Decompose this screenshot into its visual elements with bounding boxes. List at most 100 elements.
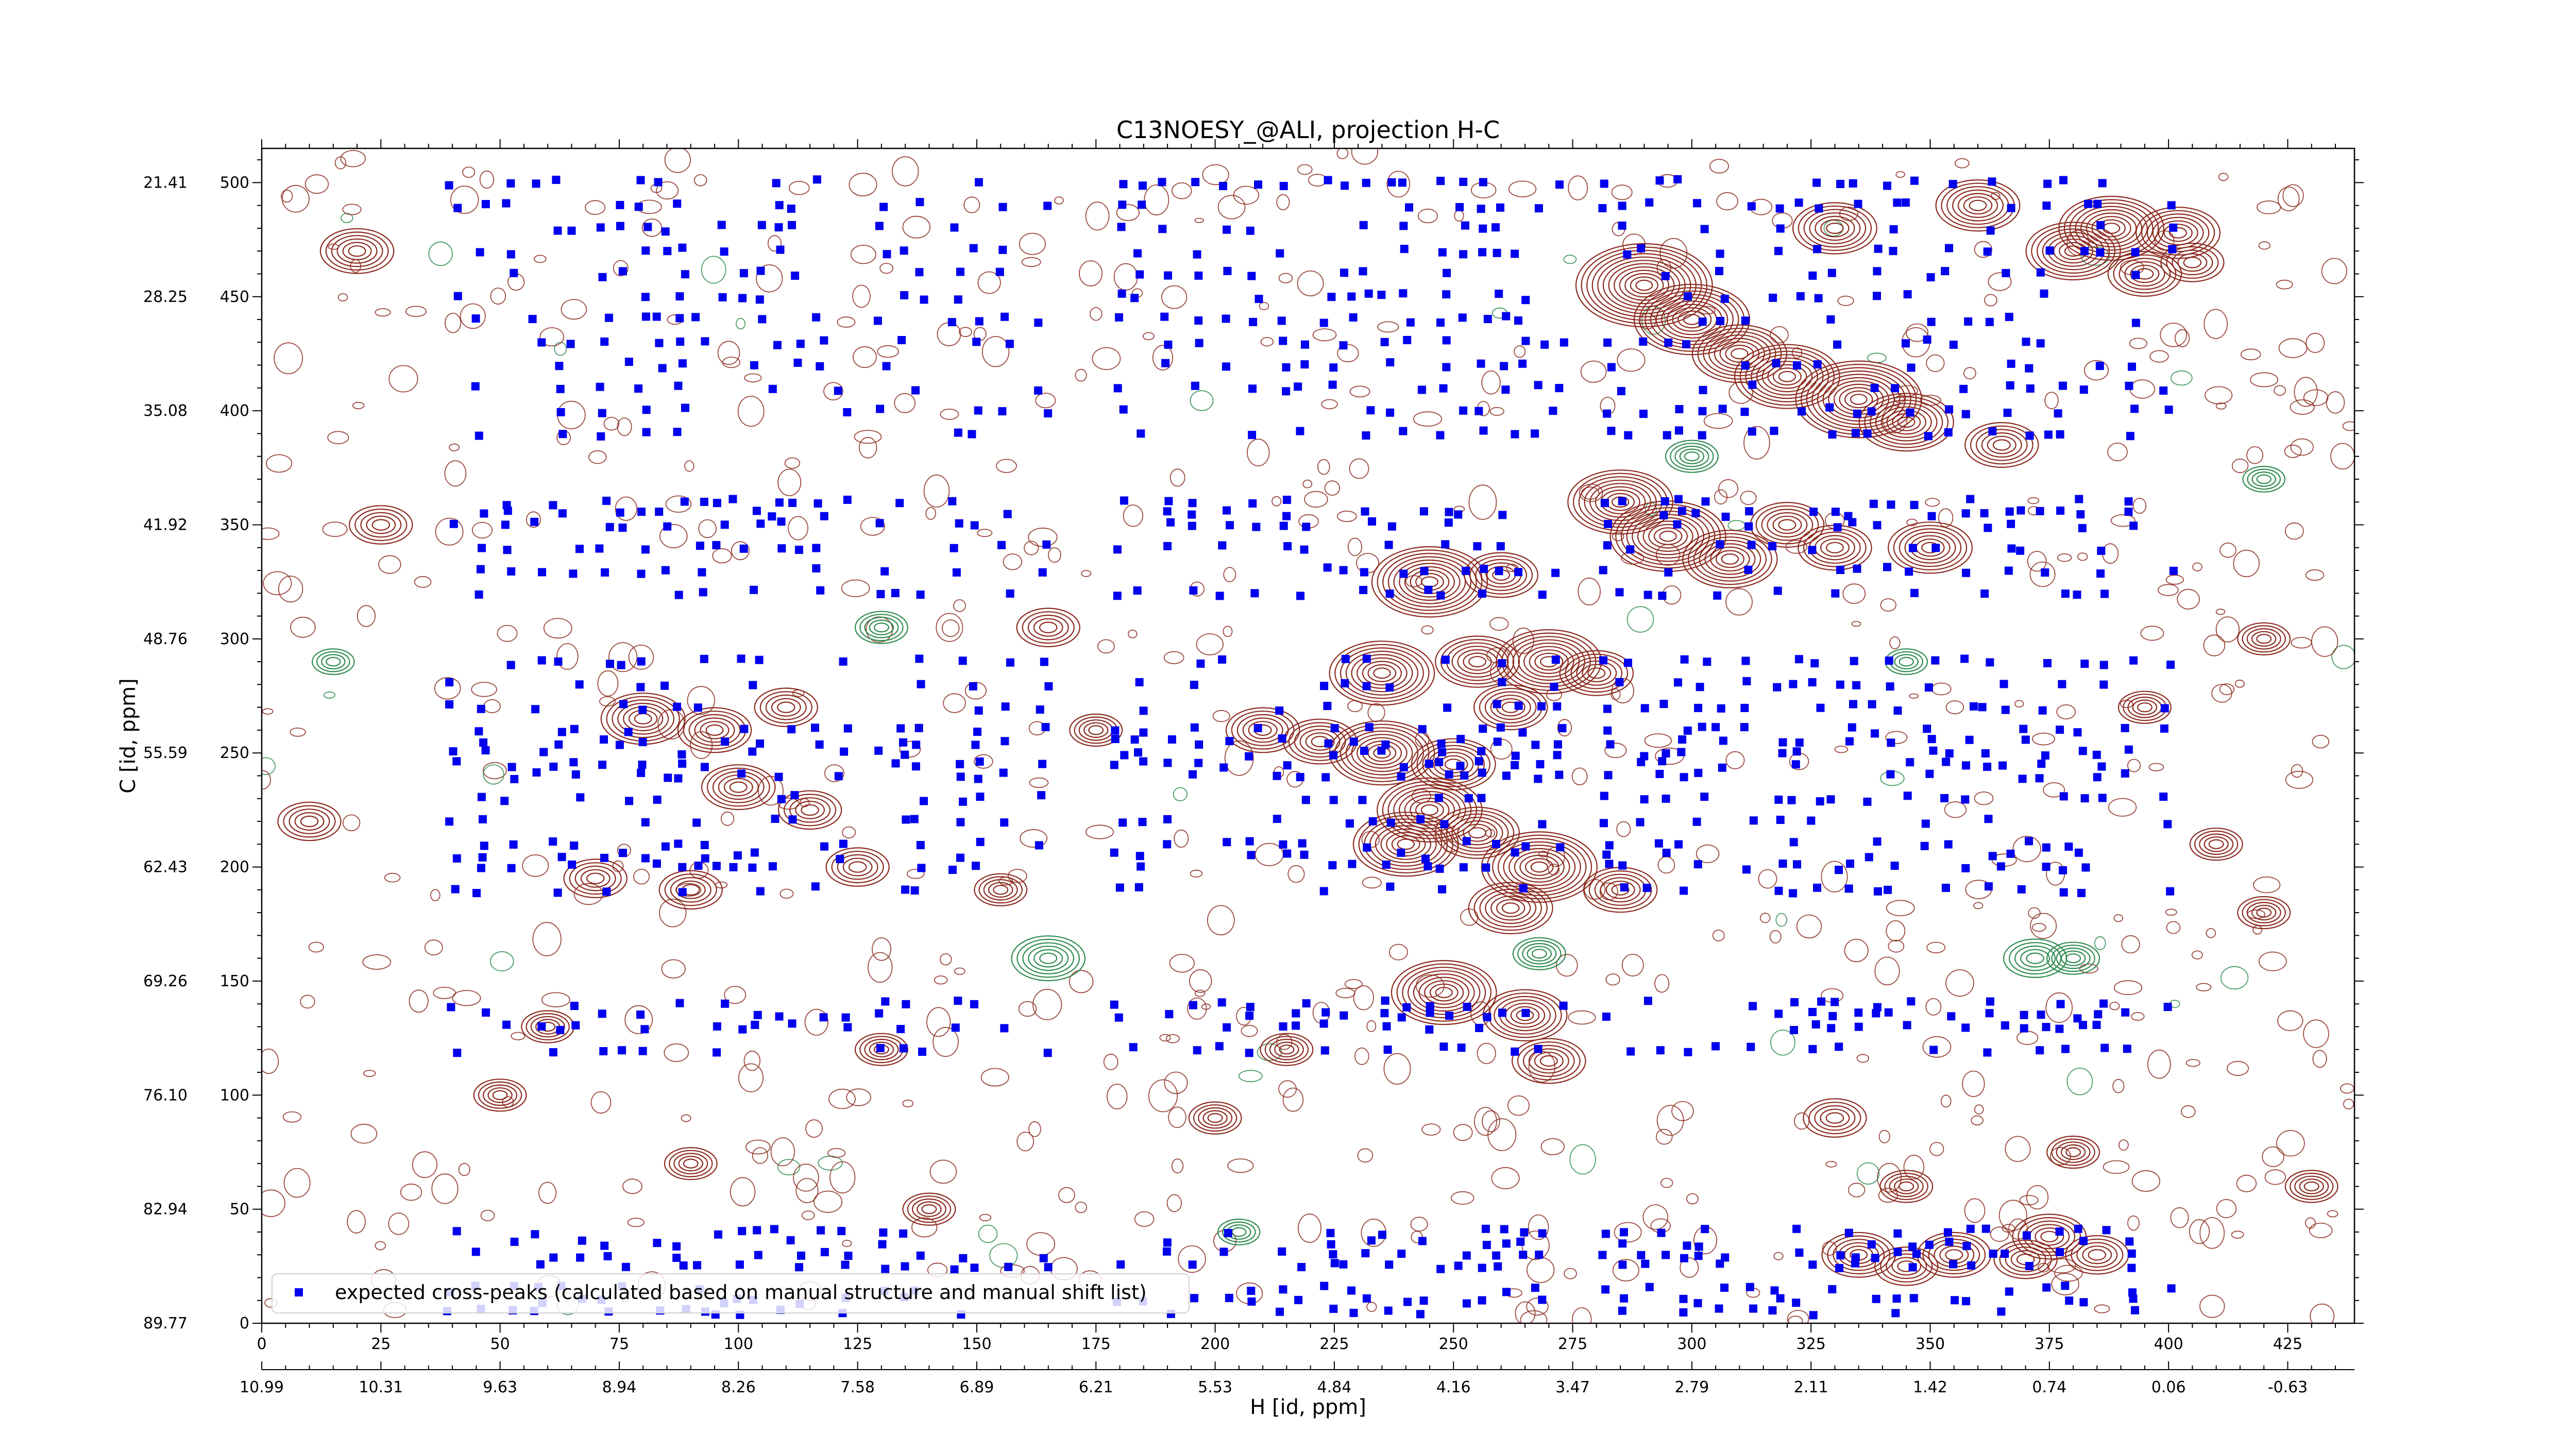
noise-contour bbox=[1481, 370, 1501, 395]
expected-peak bbox=[1655, 176, 1664, 185]
noise-contour bbox=[378, 555, 401, 574]
expected-peak bbox=[1986, 997, 1994, 1006]
expected-peak bbox=[1551, 568, 1560, 577]
expected-peak bbox=[1041, 723, 1050, 731]
expected-peak bbox=[675, 999, 684, 1007]
expected-peak bbox=[973, 728, 981, 736]
noise-contour bbox=[340, 150, 366, 167]
noise-contour bbox=[1671, 1101, 1694, 1121]
expected-peak bbox=[975, 757, 984, 766]
expected-peak bbox=[677, 750, 686, 759]
expected-peak bbox=[1718, 763, 1726, 772]
expected-peak bbox=[555, 362, 564, 370]
expected-peak bbox=[1328, 861, 1337, 870]
expected-peak bbox=[1300, 340, 1309, 349]
expected-peak bbox=[1191, 178, 1200, 187]
expected-peak bbox=[1445, 770, 1453, 779]
noise-contour bbox=[608, 642, 638, 672]
noise-contour bbox=[2305, 569, 2325, 581]
expected-peak bbox=[2124, 497, 2133, 506]
positive-contour-ring bbox=[1402, 967, 1486, 1019]
noise-contour bbox=[2199, 1217, 2225, 1249]
expected-peak bbox=[1559, 1001, 1568, 1010]
positive-contour-ring bbox=[1697, 328, 1782, 380]
positive-contour-ring bbox=[1710, 546, 1750, 572]
expected-peak bbox=[790, 791, 799, 800]
positive-contour-ring bbox=[1415, 801, 1444, 819]
noise-contour bbox=[902, 215, 931, 239]
expected-peak bbox=[2036, 507, 2044, 515]
expected-peak bbox=[672, 1254, 681, 1262]
positive-contour-ring bbox=[366, 515, 396, 534]
noise-contour bbox=[996, 459, 1017, 473]
positive-contour-ring bbox=[1811, 370, 1906, 429]
noise-contour bbox=[963, 196, 980, 213]
expected-peak bbox=[2005, 1287, 2013, 1296]
expected-peak bbox=[2079, 1021, 2087, 1030]
noise-contour bbox=[1842, 583, 1866, 604]
noise-contour bbox=[1703, 413, 1733, 429]
legend-box bbox=[272, 1273, 1190, 1313]
expected-peak bbox=[1511, 1047, 1519, 1056]
expected-peak bbox=[1223, 1023, 1231, 1032]
positive-contour-ring bbox=[1523, 646, 1574, 678]
expected-peak bbox=[1556, 843, 1565, 852]
expected-peak bbox=[1445, 508, 1453, 516]
expected-peak bbox=[1997, 1307, 2006, 1316]
expected-peak bbox=[1330, 724, 1339, 733]
positive-contour-ring bbox=[2025, 222, 2121, 281]
positive-contour-ring bbox=[921, 1204, 937, 1215]
expected-peak bbox=[1654, 839, 1663, 848]
expected-peak bbox=[1044, 682, 1053, 690]
negative-contour-ring bbox=[1217, 1218, 1261, 1245]
positive-contour-ring bbox=[1880, 1250, 1933, 1283]
y-tick-ppm-label: 21.41 bbox=[143, 174, 188, 192]
positive-contour-ring bbox=[1637, 517, 1699, 555]
expected-peak bbox=[2121, 723, 2129, 732]
expected-peak bbox=[1117, 289, 1126, 298]
noise-contour bbox=[480, 1209, 495, 1221]
expected-peak bbox=[750, 848, 759, 857]
positive-contour-ring bbox=[1351, 654, 1413, 693]
positive-contour-ring bbox=[1468, 827, 1486, 839]
expected-peak bbox=[738, 294, 747, 302]
expected-peak bbox=[1883, 563, 1891, 571]
noise-contour bbox=[1106, 1084, 1128, 1109]
noise-contour bbox=[2026, 1185, 2049, 1209]
expected-peak bbox=[661, 566, 670, 575]
noise-contour bbox=[1165, 1034, 1180, 1043]
noise-contour bbox=[1171, 182, 1192, 199]
expected-peak bbox=[2078, 747, 2087, 755]
expected-peak bbox=[1283, 849, 1292, 858]
positive-contour-ring bbox=[1870, 399, 1943, 445]
expected-peak bbox=[1836, 1251, 1845, 1260]
expected-peak bbox=[1475, 1023, 1483, 1032]
positive-contour-ring bbox=[706, 767, 770, 807]
expected-peak bbox=[1701, 497, 1710, 506]
positive-contour-ring bbox=[2119, 258, 2171, 290]
positive-contour-ring bbox=[2137, 702, 2153, 713]
noise-contour bbox=[1998, 1200, 2027, 1231]
expected-peak bbox=[1454, 1261, 1463, 1270]
noise-contour bbox=[1557, 719, 1572, 737]
positive-contour-ring bbox=[1069, 713, 1123, 747]
expected-peak bbox=[728, 495, 737, 503]
expected-peak bbox=[1502, 312, 1511, 321]
expected-peak bbox=[476, 565, 485, 574]
expected-peak bbox=[1455, 203, 1464, 211]
expected-peak bbox=[841, 1260, 850, 1269]
expected-peak bbox=[2043, 659, 2052, 667]
noise-contour bbox=[526, 511, 541, 528]
expected-peak bbox=[729, 863, 738, 871]
noise-contour bbox=[539, 327, 564, 347]
noise-contour bbox=[1021, 257, 1041, 267]
expected-peak bbox=[691, 313, 700, 322]
noise-contour bbox=[1716, 192, 1739, 211]
expected-peak bbox=[2099, 680, 2108, 689]
noise-contour bbox=[879, 263, 893, 274]
expected-peak bbox=[1464, 794, 1473, 803]
expected-peak bbox=[678, 759, 687, 768]
expected-peak bbox=[1278, 734, 1286, 743]
expected-peak bbox=[673, 199, 682, 208]
x-tick-ppm-label: 5.53 bbox=[1198, 1378, 1232, 1396]
